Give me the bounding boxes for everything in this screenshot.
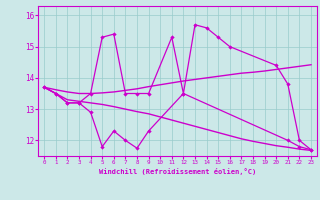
X-axis label: Windchill (Refroidissement éolien,°C): Windchill (Refroidissement éolien,°C) [99,168,256,175]
